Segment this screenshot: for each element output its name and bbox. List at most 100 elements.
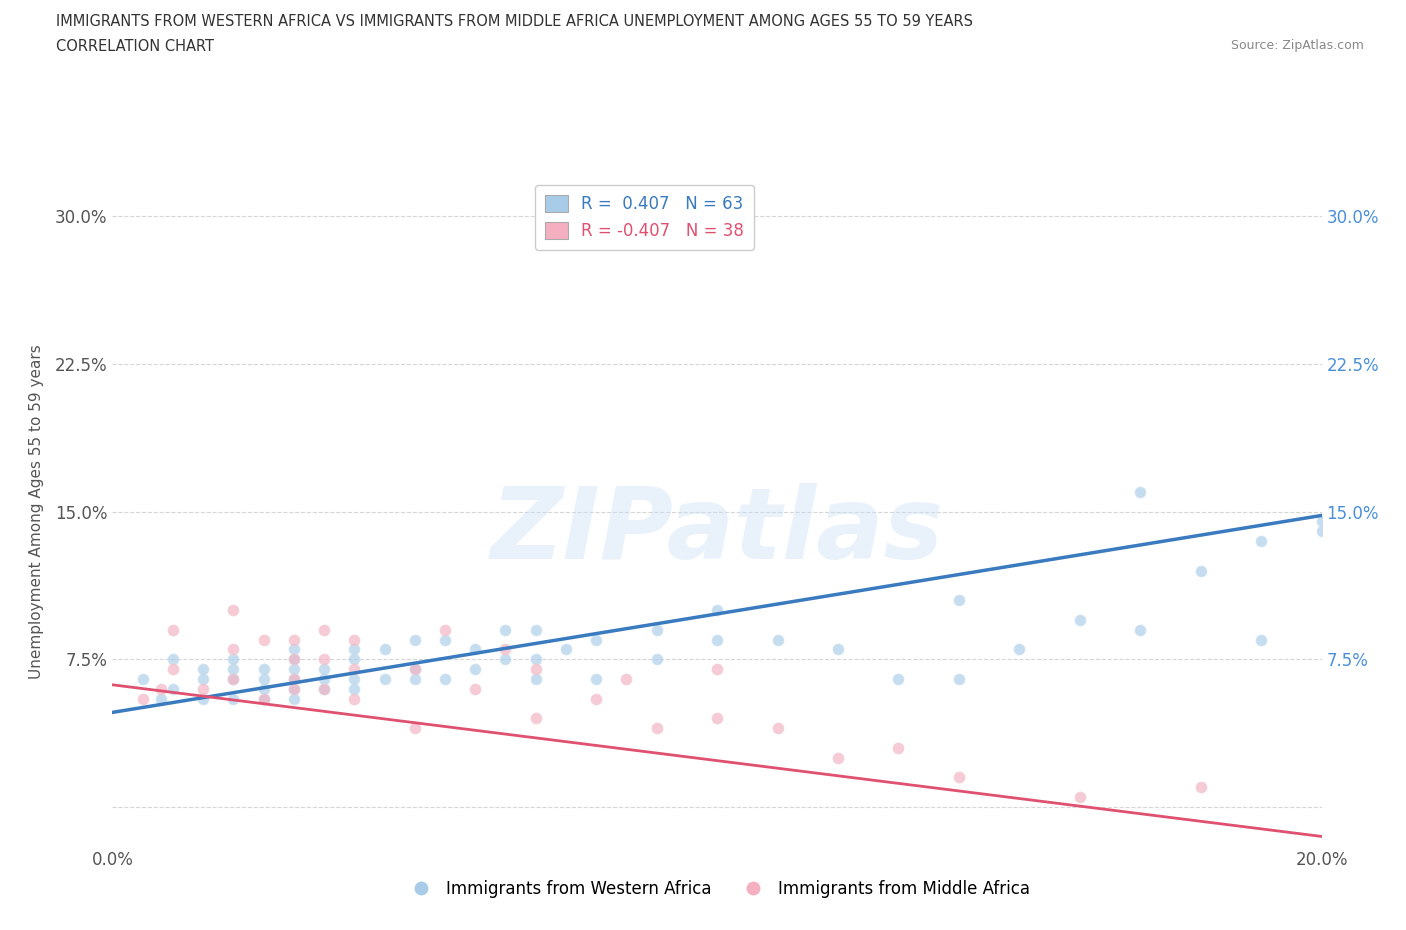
Point xyxy=(404,661,426,676)
Point xyxy=(495,642,517,657)
Point xyxy=(343,671,366,686)
Point xyxy=(645,652,668,667)
Point xyxy=(464,642,486,657)
Point xyxy=(1250,534,1272,549)
Point xyxy=(162,661,184,676)
Point xyxy=(404,721,426,736)
Point xyxy=(283,682,305,697)
Point xyxy=(464,661,486,676)
Point xyxy=(887,671,910,686)
Point xyxy=(132,671,155,686)
Point xyxy=(283,661,305,676)
Point xyxy=(314,622,336,637)
Point xyxy=(948,592,970,607)
Point xyxy=(1310,524,1333,538)
Point xyxy=(706,711,728,725)
Point xyxy=(253,691,276,706)
Point xyxy=(343,661,366,676)
Point xyxy=(766,632,789,647)
Point xyxy=(132,691,155,706)
Text: ZIPatlas: ZIPatlas xyxy=(491,483,943,580)
Point xyxy=(253,682,276,697)
Point xyxy=(162,682,184,697)
Point xyxy=(1189,779,1212,794)
Text: Source: ZipAtlas.com: Source: ZipAtlas.com xyxy=(1230,39,1364,52)
Point xyxy=(222,603,245,618)
Point xyxy=(222,661,245,676)
Point xyxy=(374,642,396,657)
Point xyxy=(162,652,184,667)
Point xyxy=(948,770,970,785)
Point xyxy=(887,740,910,755)
Point xyxy=(1129,622,1152,637)
Point xyxy=(1250,632,1272,647)
Point xyxy=(554,642,576,657)
Point xyxy=(827,642,849,657)
Point xyxy=(766,721,789,736)
Point xyxy=(314,682,336,697)
Point xyxy=(283,671,305,686)
Point xyxy=(191,671,214,686)
Point xyxy=(495,622,517,637)
Legend: Immigrants from Western Africa, Immigrants from Middle Africa: Immigrants from Western Africa, Immigran… xyxy=(398,873,1036,905)
Point xyxy=(191,691,214,706)
Point xyxy=(645,721,668,736)
Point xyxy=(524,652,547,667)
Point xyxy=(433,632,456,647)
Point xyxy=(283,682,305,697)
Point xyxy=(524,671,547,686)
Point xyxy=(191,661,214,676)
Point xyxy=(343,652,366,667)
Point xyxy=(433,622,456,637)
Point xyxy=(585,671,607,686)
Point xyxy=(314,661,336,676)
Text: CORRELATION CHART: CORRELATION CHART xyxy=(56,39,214,54)
Point xyxy=(948,671,970,686)
Point xyxy=(464,682,486,697)
Point xyxy=(222,671,245,686)
Point xyxy=(343,642,366,657)
Point xyxy=(374,671,396,686)
Point xyxy=(253,661,276,676)
Point xyxy=(314,652,336,667)
Point xyxy=(433,671,456,686)
Point xyxy=(222,691,245,706)
Point xyxy=(706,603,728,618)
Point xyxy=(645,622,668,637)
Point xyxy=(404,671,426,686)
Point xyxy=(616,671,638,686)
Point xyxy=(283,691,305,706)
Point xyxy=(253,691,276,706)
Point xyxy=(524,622,547,637)
Point xyxy=(827,751,849,765)
Point xyxy=(283,652,305,667)
Point xyxy=(314,682,336,697)
Point xyxy=(283,652,305,667)
Point xyxy=(1069,790,1091,804)
Point xyxy=(524,661,547,676)
Point xyxy=(706,661,728,676)
Point xyxy=(283,632,305,647)
Point xyxy=(1069,612,1091,627)
Point xyxy=(222,642,245,657)
Point xyxy=(343,691,366,706)
Point xyxy=(706,632,728,647)
Point xyxy=(149,682,172,697)
Point xyxy=(404,632,426,647)
Point xyxy=(1008,642,1031,657)
Point xyxy=(149,691,172,706)
Y-axis label: Unemployment Among Ages 55 to 59 years: Unemployment Among Ages 55 to 59 years xyxy=(30,344,44,679)
Point xyxy=(585,691,607,706)
Point xyxy=(253,671,276,686)
Point xyxy=(283,671,305,686)
Point xyxy=(495,652,517,667)
Point xyxy=(253,632,276,647)
Point xyxy=(314,671,336,686)
Text: IMMIGRANTS FROM WESTERN AFRICA VS IMMIGRANTS FROM MIDDLE AFRICA UNEMPLOYMENT AMO: IMMIGRANTS FROM WESTERN AFRICA VS IMMIGR… xyxy=(56,14,973,29)
Point xyxy=(585,632,607,647)
Point xyxy=(191,682,214,697)
Point xyxy=(222,671,245,686)
Point xyxy=(343,632,366,647)
Point xyxy=(222,652,245,667)
Point xyxy=(1310,514,1333,529)
